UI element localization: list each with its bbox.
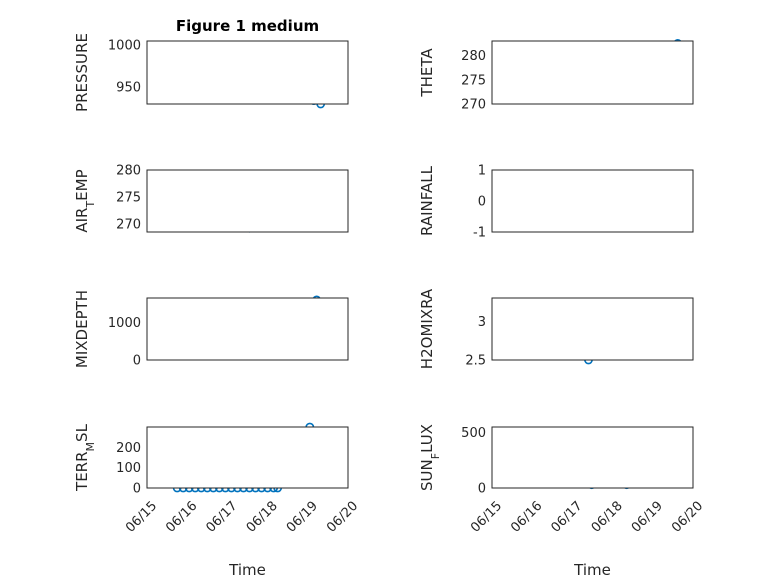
y-axis-label: H2OMIXRA [418, 288, 436, 369]
x-tick-label: 06/15 [123, 499, 160, 536]
x-tick-label: 06/19 [284, 499, 321, 536]
x-tick-label: 06/20 [324, 499, 361, 536]
y-tick-label: 275 [116, 190, 141, 205]
y-tick-label: -1 [473, 226, 486, 241]
x-tick-label: 06/17 [548, 499, 585, 536]
x-tick-label: 06/19 [629, 499, 666, 536]
y-axis-label: PRESSURE [73, 33, 91, 112]
y-tick-label: 1000 [108, 39, 141, 54]
y-tick-label: 2.5 [465, 354, 486, 369]
y-tick-label: 280 [461, 49, 486, 64]
y-tick-label: 0 [133, 482, 141, 497]
y-tick-label: 200 [116, 441, 141, 456]
subplot-rainfall: -1 0 1 RAINFALL [418, 164, 694, 241]
y-tick-label: 0 [478, 195, 486, 210]
y-tick-label: 0 [133, 354, 141, 369]
y-tick-label: 100 [116, 461, 141, 476]
y-tick-label: 3 [478, 315, 486, 330]
axis-box [146, 40, 349, 105]
y-tick-label: 280 [116, 164, 141, 179]
subplot-pressure: 950 1000 PRESSURE [73, 33, 349, 112]
y-tick-label: 500 [461, 426, 486, 441]
subplot-terr-msl: 0 100 200 TERRMSL 06/15 06/16 06/17 06/18 06/19 0… [73, 422, 361, 579]
x-tick-label: 06/16 [508, 499, 545, 536]
subplot-h2omixra: 2.5 3 H2OMIXRA [418, 288, 694, 369]
subplot-air-temp: 270 275 280 AIRTEMP [73, 164, 349, 233]
y-tick-label: 270 [461, 98, 486, 113]
x-tick-label: 06/17 [203, 499, 240, 536]
axis-box [491, 40, 694, 105]
axis-box [146, 297, 349, 361]
axis-box [491, 426, 694, 489]
subplot-mixdepth: 0 1000 MIXDEPTH [73, 290, 349, 369]
axis-box [491, 297, 694, 361]
x-axis-label: Time [228, 561, 266, 579]
y-axis-label: TERRMSL [73, 423, 97, 492]
subplot-sun-flux: 0 500 SUNFLUX 06/15 06/16 06/17 06/18 06/19 06/2… [418, 424, 706, 579]
y-tick-label: 1 [478, 164, 486, 179]
y-axis-label: AIRTEMP [73, 169, 97, 232]
y-axis-label: MIXDEPTH [73, 290, 91, 368]
figure-title: Figure 1 medium [176, 17, 319, 35]
y-tick-label: 275 [461, 73, 486, 88]
x-tick-label: 06/18 [589, 499, 626, 536]
y-tick-label: 0 [478, 482, 486, 497]
x-tick-label: 06/15 [468, 499, 505, 536]
y-tick-label: 950 [116, 81, 141, 96]
axis-box [491, 169, 694, 233]
y-tick-label: 270 [116, 217, 141, 232]
x-tick-label: 06/18 [244, 499, 281, 536]
y-tick-label: 1000 [108, 316, 141, 331]
y-axis-label: RAINFALL [418, 165, 436, 236]
subplot-theta: 270 275 280 THETA [418, 39, 694, 113]
axis-box [146, 169, 349, 233]
x-tick-label: 06/16 [163, 499, 200, 536]
x-tick-label: 06/20 [669, 499, 706, 536]
axis-box [146, 426, 349, 489]
y-axis-label: SUNFLUX [418, 424, 442, 491]
y-axis-label: THETA [418, 48, 436, 98]
x-axis-label: Time [573, 561, 611, 579]
